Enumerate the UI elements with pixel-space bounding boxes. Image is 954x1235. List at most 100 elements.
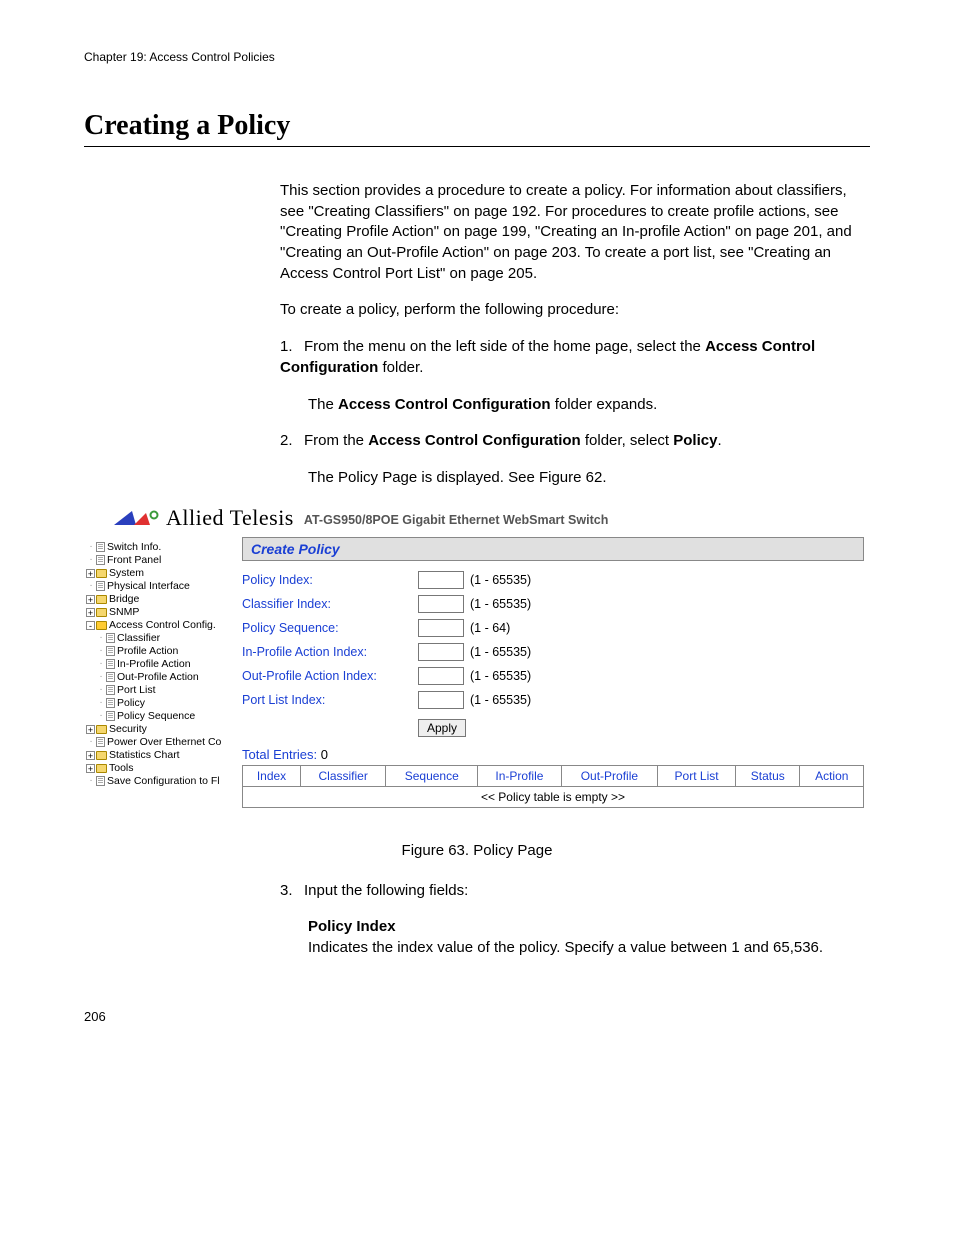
nav-item-label: Port List xyxy=(117,684,156,697)
nav-item-label: Tools xyxy=(109,762,134,775)
step1-pre: From the menu on the left side of the ho… xyxy=(304,338,705,355)
tree-connector-icon: · xyxy=(96,671,106,684)
expand-icon[interactable]: + xyxy=(86,569,95,578)
page-icon xyxy=(106,685,115,695)
brand-logo-icon xyxy=(114,509,160,527)
step1r-post: folder expands. xyxy=(551,396,658,413)
form-range-hint: (1 - 64) xyxy=(470,621,510,635)
nav-item-label: Save Configuration to Fl xyxy=(107,775,220,788)
step1r-bold: Access Control Configuration xyxy=(338,396,551,413)
tree-connector-icon: · xyxy=(96,632,106,645)
field-definition: Policy Index Indicates the index value o… xyxy=(308,917,870,958)
expand-icon[interactable]: + xyxy=(86,608,95,617)
tree-connector-icon: · xyxy=(86,554,96,567)
intro-paragraph: This section provides a procedure to cre… xyxy=(280,181,870,284)
nav-item[interactable]: +Security xyxy=(84,723,236,736)
page-icon xyxy=(96,776,105,786)
folder-icon xyxy=(96,595,107,604)
page-icon xyxy=(106,659,115,669)
nav-item-label: Bridge xyxy=(109,593,139,606)
table-header: In-Profile xyxy=(478,765,562,786)
tree-connector-icon: · xyxy=(96,710,106,723)
step-2: 2.From the Access Control Configuration … xyxy=(280,431,870,452)
tree-connector-icon: · xyxy=(86,736,96,749)
brand-name: Allied Telesis xyxy=(166,505,294,531)
form-row: Policy Index: (1 - 65535) xyxy=(242,571,864,589)
expand-icon[interactable]: + xyxy=(86,764,95,773)
form-row: Classifier Index:(1 - 65535) xyxy=(242,595,864,613)
nav-item[interactable]: · Port List xyxy=(84,684,236,697)
nav-item[interactable]: ·In-Profile Action xyxy=(84,658,236,671)
nav-item-label: Access Control Config. xyxy=(109,619,216,632)
form-input[interactable] xyxy=(418,667,464,685)
form-input[interactable] xyxy=(418,595,464,613)
nav-item[interactable]: - Access Control Config. xyxy=(84,619,236,632)
page-number: 206 xyxy=(84,1009,870,1024)
nav-item[interactable]: ·Switch Info. xyxy=(84,541,236,554)
form-label: Policy Sequence: xyxy=(242,621,418,635)
apply-button[interactable]: Apply xyxy=(418,719,466,737)
nav-item-label: Profile Action xyxy=(117,645,178,658)
table-header: Sequence xyxy=(386,765,478,786)
form-range-hint: (1 - 65535) xyxy=(470,669,531,683)
step2-pre: From the xyxy=(304,432,368,449)
tree-connector-icon: · xyxy=(96,684,106,697)
nav-item[interactable]: · Out-Profile Action xyxy=(84,671,236,684)
nav-item[interactable]: · Profile Action xyxy=(84,645,236,658)
step1r-pre: The xyxy=(308,396,338,413)
step1-post: folder. xyxy=(378,359,423,376)
nav-item[interactable]: + SNMP xyxy=(84,606,236,619)
tree-connector-icon: · xyxy=(96,697,106,710)
expand-icon[interactable]: + xyxy=(86,725,95,734)
tree-connector-icon: · xyxy=(86,541,96,554)
nav-item[interactable]: ·Save Configuration to Fl xyxy=(84,775,236,788)
nav-item-label: Policy Sequence xyxy=(117,710,195,723)
page-icon xyxy=(96,737,105,747)
nav-item-label: Out-Profile Action xyxy=(117,671,199,684)
field-name: Policy Index xyxy=(308,917,870,938)
table-header: Action xyxy=(800,765,864,786)
nav-item[interactable]: ·Front Panel xyxy=(84,554,236,567)
policy-table: IndexClassifierSequenceIn-ProfileOut-Pro… xyxy=(242,765,864,808)
nav-item-label: SNMP xyxy=(109,606,139,619)
folder-icon xyxy=(96,751,107,760)
form-input[interactable] xyxy=(418,691,464,709)
page-icon xyxy=(106,698,115,708)
nav-item[interactable]: · Policy xyxy=(84,697,236,710)
step3-text: Input the following fields: xyxy=(304,882,468,899)
nav-item[interactable]: · Policy Sequence xyxy=(84,710,236,723)
form-label: In-Profile Action Index: xyxy=(242,645,418,659)
form-range-hint: (1 - 65535) xyxy=(470,573,531,587)
expand-icon[interactable]: + xyxy=(86,595,95,604)
nav-item[interactable]: +System xyxy=(84,567,236,580)
chapter-header: Chapter 19: Access Control Policies xyxy=(84,50,870,64)
nav-tree[interactable]: ·Switch Info.·Front Panel+System·Physica… xyxy=(84,537,236,788)
nav-item[interactable]: ·Physical Interface xyxy=(84,580,236,593)
form-input[interactable] xyxy=(418,643,464,661)
expand-icon[interactable]: + xyxy=(86,751,95,760)
collapse-icon[interactable]: - xyxy=(86,621,95,630)
nav-item[interactable]: +Statistics Chart xyxy=(84,749,236,762)
step-1-result: The Access Control Configuration folder … xyxy=(308,395,870,416)
table-header: Port List xyxy=(658,765,736,786)
nav-item-label: Policy xyxy=(117,697,145,710)
form-row: Out-Profile Action Index:(1 - 65535) xyxy=(242,667,864,685)
tree-connector-icon: · xyxy=(96,658,106,671)
step2-post: . xyxy=(717,432,721,449)
nav-item[interactable]: + Bridge xyxy=(84,593,236,606)
form-label: Policy Index: xyxy=(242,573,418,587)
total-entries-label: Total Entries: xyxy=(242,747,317,762)
nav-item[interactable]: + Tools xyxy=(84,762,236,775)
table-header: Status xyxy=(736,765,800,786)
step2-b1: Access Control Configuration xyxy=(368,432,581,449)
tree-connector-icon: · xyxy=(96,645,106,658)
folder-open-icon xyxy=(96,621,107,630)
page-icon xyxy=(96,542,105,552)
total-entries: Total Entries: 0 xyxy=(242,747,864,762)
form-label: Port List Index: xyxy=(242,693,418,707)
form-range-hint: (1 - 65535) xyxy=(470,645,531,659)
form-input[interactable] xyxy=(418,571,464,589)
nav-item[interactable]: ·Classifier xyxy=(84,632,236,645)
form-input[interactable] xyxy=(418,619,464,637)
nav-item[interactable]: ·Power Over Ethernet Co xyxy=(84,736,236,749)
